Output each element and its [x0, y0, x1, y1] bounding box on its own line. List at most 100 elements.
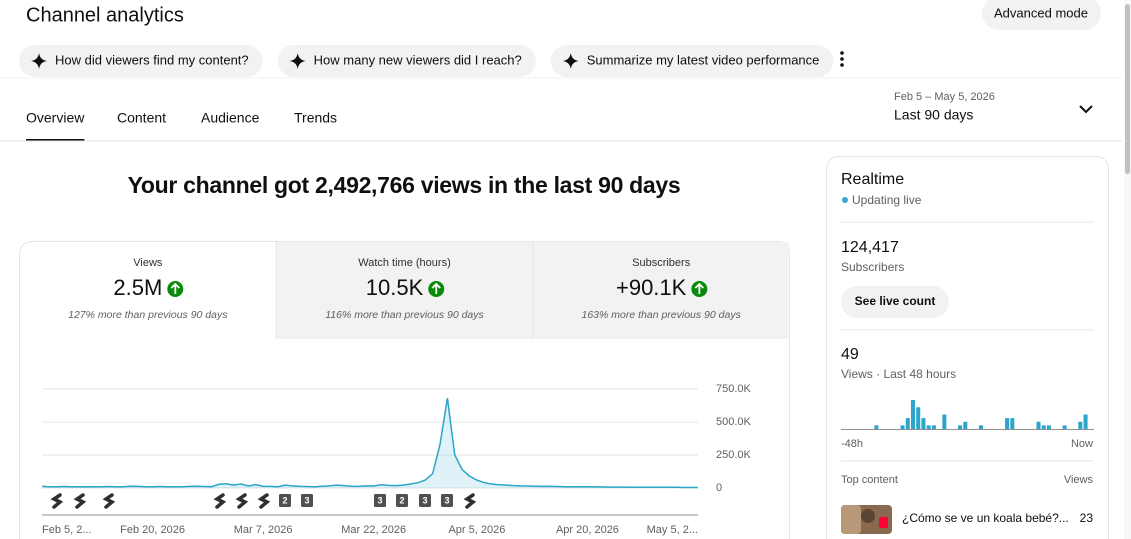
up-arrow-glyph [431, 282, 441, 294]
x-tick-label: May 5, 2... [647, 524, 698, 536]
metric-change: 127% more than previous 90 days [68, 309, 228, 321]
thumbnail[interactable] [841, 505, 892, 534]
bar [916, 407, 921, 429]
bar [921, 418, 926, 429]
sparkle-icon [31, 53, 47, 69]
video-marker-count: 3 [304, 495, 309, 505]
sparkle-icon [562, 53, 579, 69]
x-tick-label: Mar 22, 2026 [341, 524, 406, 536]
bar [1036, 421, 1041, 429]
live-count-label: See live count [855, 294, 936, 308]
more-menu[interactable] [840, 51, 844, 67]
realtime-title: Realtime [841, 171, 904, 188]
suggestion-label: Summarize my latest video performance [587, 52, 820, 67]
y-tick-label: 250.0K [716, 449, 752, 461]
tab-underline [26, 139, 85, 142]
page-title: Channel analytics [26, 4, 184, 26]
tab[interactable]: Overview [26, 110, 85, 126]
date-range: Feb 5 – May 5, 2026 [894, 91, 995, 103]
bar [900, 425, 905, 429]
suggestion-label: How did viewers find my content? [55, 52, 249, 67]
scrollbar-thumb[interactable] [1125, 4, 1130, 174]
video-marker[interactable] [441, 494, 453, 507]
video-marker-count: 3 [377, 495, 382, 505]
bar [1010, 418, 1015, 429]
suggestion-chip[interactable] [550, 45, 834, 77]
realtime-views: 49 [841, 346, 859, 363]
x-tick-label: Apr 20, 2026 [556, 524, 619, 536]
bar [1083, 414, 1088, 429]
metric-value: 2.5M [113, 275, 162, 300]
video-marker[interactable] [419, 494, 431, 507]
headline: Your channel got 2,492,766 views in the … [128, 172, 681, 198]
top-content-label: Top content [841, 474, 898, 486]
metric-label: Views [133, 257, 163, 269]
views-chart: 0 250.0K 500.0K 750.0K 2 3 3 2 3 3 Feb 5, 2... Feb … [41, 383, 752, 536]
metric-value: 10.5K [366, 275, 424, 300]
video-marker-count: 3 [444, 495, 449, 505]
shorts-icon[interactable] [257, 493, 271, 509]
realtime-card [826, 156, 1109, 539]
rt-end-label: Now [1071, 438, 1093, 450]
up-arrow-glyph [694, 282, 704, 294]
video-marker[interactable] [374, 494, 386, 507]
metric-label: Subscribers [632, 257, 691, 269]
video-marker[interactable] [396, 494, 408, 507]
bar [1041, 425, 1046, 429]
shorts-icon[interactable] [213, 493, 227, 509]
shorts-icon[interactable] [102, 493, 116, 509]
bar [926, 425, 931, 429]
bar [874, 425, 879, 429]
suggestion-label: How many new viewers did I reach? [314, 52, 522, 67]
metric-value: +90.1K [616, 275, 687, 300]
date-range-label[interactable]: Last 90 days [894, 107, 973, 123]
up-arrow-glyph [170, 282, 180, 294]
top-content-views: 23 [1080, 511, 1094, 525]
x-tick-label: Apr 5, 2026 [448, 524, 505, 536]
y-tick-label: 500.0K [716, 416, 752, 428]
realtime-views-label: Views · Last 48 hours [841, 367, 956, 381]
video-marker[interactable] [301, 494, 313, 507]
x-tick-label: Feb 20, 2026 [120, 524, 185, 536]
bar [978, 425, 983, 429]
suggestion-chips: How did viewers find my content? How many… [19, 45, 834, 77]
tab[interactable]: Audience [201, 110, 260, 126]
bar [1078, 421, 1083, 429]
subscriber-count: 124,417 [841, 239, 899, 256]
subscriber-label: Subscribers [841, 260, 904, 274]
bar [963, 421, 968, 429]
live-dot [842, 197, 848, 203]
bar [910, 400, 916, 429]
metric-tab-bg[interactable] [276, 242, 533, 339]
shorts-icon[interactable] [463, 493, 477, 509]
tab[interactable]: Content [117, 110, 166, 126]
bar [942, 414, 947, 429]
views-header: Views [1064, 474, 1094, 486]
video-marker[interactable] [279, 494, 291, 507]
bar [1046, 425, 1051, 429]
top-content-title[interactable]: ¿Cómo se ve un koala bebé?... [902, 511, 1069, 525]
suggestion-chip[interactable] [19, 45, 263, 77]
live-count-button[interactable] [841, 286, 949, 318]
line [41, 398, 698, 489]
advanced-mode-button[interactable] [982, 0, 1101, 30]
bar [905, 418, 910, 429]
shorts-icon[interactable] [235, 493, 249, 509]
bar [1062, 425, 1067, 429]
y-tick-label: 0 [716, 482, 722, 494]
realtime-status: Updating live [852, 193, 922, 207]
scrollbar-track [1124, 0, 1131, 539]
video-marker-count: 3 [422, 495, 427, 505]
y-tick-label: 750.0K [716, 383, 752, 395]
tabs: Overview Content Audience Trends [26, 110, 337, 142]
metric-tab-bg[interactable] [532, 242, 789, 339]
dropdown-chevron[interactable] [1079, 105, 1093, 114]
tab[interactable]: Trends [294, 110, 337, 126]
bar [1005, 418, 1010, 429]
suggestion-chip[interactable] [277, 45, 536, 77]
shorts-icon[interactable] [50, 493, 64, 509]
x-tick-label: Mar 7, 2026 [234, 524, 293, 536]
shorts-icon[interactable] [73, 493, 87, 509]
bar [958, 425, 963, 429]
